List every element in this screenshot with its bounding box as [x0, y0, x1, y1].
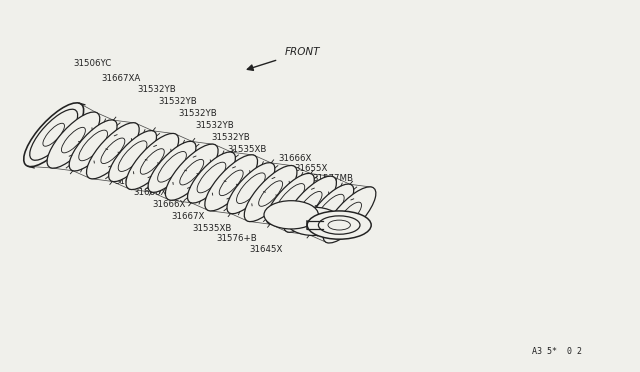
Ellipse shape	[197, 162, 226, 193]
Ellipse shape	[43, 123, 65, 146]
Ellipse shape	[126, 134, 179, 190]
Text: 31532YB: 31532YB	[178, 109, 217, 118]
Text: 31532YB: 31532YB	[138, 85, 177, 94]
Ellipse shape	[219, 170, 243, 196]
Text: 31667XA: 31667XA	[101, 74, 140, 83]
Ellipse shape	[276, 183, 305, 214]
Ellipse shape	[284, 176, 337, 232]
Ellipse shape	[298, 192, 322, 217]
Text: 31577MB: 31577MB	[312, 174, 353, 183]
Text: 31666X: 31666X	[95, 165, 128, 174]
Ellipse shape	[148, 141, 196, 192]
Text: 31666X: 31666X	[152, 200, 186, 209]
Text: 31532YB: 31532YB	[211, 133, 250, 142]
Ellipse shape	[61, 127, 85, 153]
Ellipse shape	[264, 201, 319, 229]
Ellipse shape	[306, 184, 354, 235]
Ellipse shape	[118, 141, 147, 171]
Ellipse shape	[47, 112, 100, 168]
Ellipse shape	[323, 187, 376, 243]
Ellipse shape	[165, 144, 218, 200]
Text: 31655X: 31655X	[294, 164, 328, 173]
Ellipse shape	[86, 123, 140, 179]
Ellipse shape	[24, 103, 84, 167]
Text: 31535XB: 31535XB	[227, 145, 267, 154]
Ellipse shape	[79, 130, 108, 161]
Ellipse shape	[140, 149, 164, 174]
Ellipse shape	[287, 207, 341, 235]
Text: 31532YB: 31532YB	[195, 121, 234, 130]
Ellipse shape	[109, 131, 157, 182]
Ellipse shape	[259, 181, 283, 206]
Ellipse shape	[319, 216, 360, 234]
Ellipse shape	[205, 155, 257, 211]
Ellipse shape	[227, 163, 275, 214]
Ellipse shape	[307, 211, 371, 239]
Ellipse shape	[337, 202, 362, 228]
Text: 31532YB: 31532YB	[159, 97, 198, 106]
Ellipse shape	[244, 166, 297, 222]
Text: 31535XB: 31535XB	[192, 224, 232, 232]
Text: 31645X: 31645X	[250, 246, 283, 254]
Ellipse shape	[237, 173, 266, 203]
Ellipse shape	[157, 151, 186, 182]
Text: 31666X: 31666X	[114, 177, 147, 186]
Ellipse shape	[188, 152, 236, 203]
Ellipse shape	[29, 109, 77, 160]
Text: 31666X: 31666X	[278, 154, 312, 163]
Text: 31506YD: 31506YD	[69, 152, 109, 161]
Text: 31576+B: 31576+B	[216, 234, 257, 243]
Ellipse shape	[328, 220, 351, 230]
Ellipse shape	[101, 138, 125, 164]
Ellipse shape	[180, 160, 204, 185]
Ellipse shape	[69, 120, 117, 171]
Text: 31506YC: 31506YC	[74, 59, 112, 68]
Text: A3 5*  0 2: A3 5* 0 2	[532, 347, 582, 356]
Text: 31667X: 31667X	[172, 212, 205, 221]
Ellipse shape	[266, 173, 314, 224]
Text: FRONT: FRONT	[285, 46, 320, 57]
Ellipse shape	[316, 194, 344, 225]
Text: 31666X: 31666X	[133, 188, 166, 197]
